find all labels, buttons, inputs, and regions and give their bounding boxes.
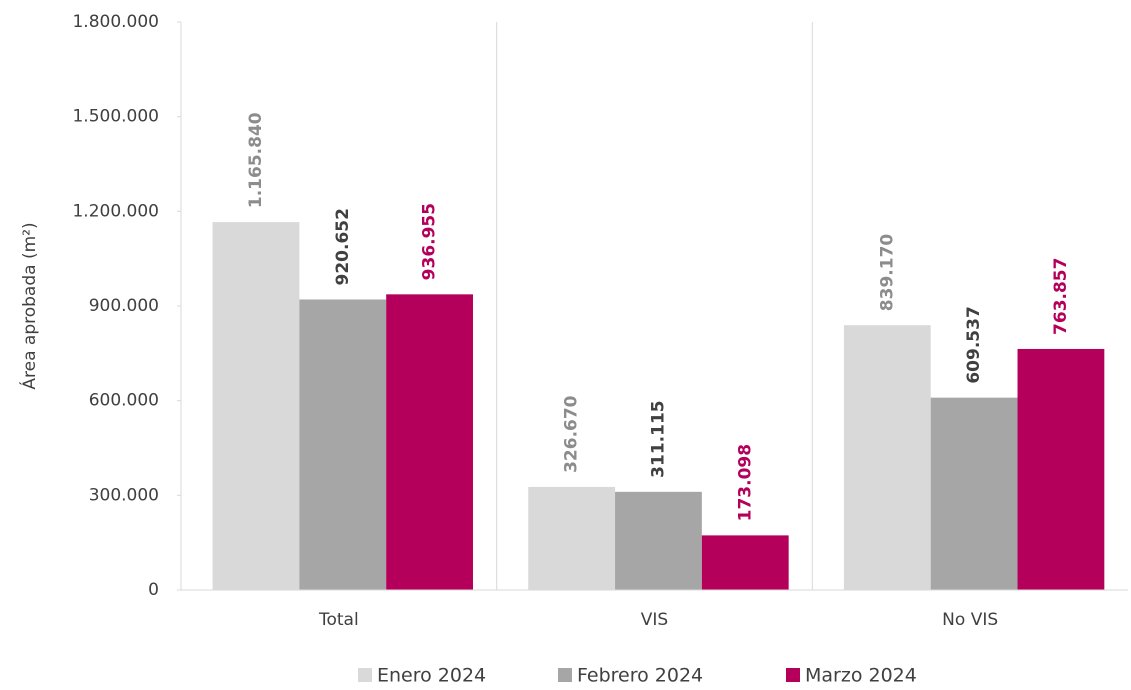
bar xyxy=(1017,348,1105,590)
bar xyxy=(212,222,300,590)
value-label: 609.537 xyxy=(964,306,984,383)
bar xyxy=(843,325,931,590)
value-label: 173.098 xyxy=(735,444,755,521)
bar xyxy=(701,535,789,590)
legend-swatch xyxy=(358,668,372,682)
legend-label: Marzo 2024 xyxy=(805,665,917,687)
legend-swatch xyxy=(786,668,800,682)
value-label: 326.670 xyxy=(562,395,582,473)
value-label: 920.652 xyxy=(333,208,353,285)
value-label: 763.857 xyxy=(1051,258,1071,335)
value-label: 311.115 xyxy=(648,400,668,477)
x-tick-label: Total xyxy=(318,610,359,630)
y-tick-label: 900.000 xyxy=(89,296,159,316)
y-tick-label: 1.200.000 xyxy=(72,201,159,221)
legend-label: Febrero 2024 xyxy=(577,665,703,687)
y-tick-label: 0 xyxy=(148,580,159,600)
bar xyxy=(299,299,387,590)
bar xyxy=(930,397,1018,590)
y-tick-label: 1.800.000 xyxy=(72,12,159,32)
value-label: 839.170 xyxy=(877,234,897,312)
y-tick-label: 1.500.000 xyxy=(72,107,159,127)
x-tick-label: No VIS xyxy=(942,610,998,630)
y-axis-label: Área aprobada (m²) xyxy=(18,222,40,389)
bar xyxy=(528,486,616,590)
legend-label: Enero 2024 xyxy=(377,665,486,687)
value-label: 1.165.840 xyxy=(246,112,266,208)
y-tick-label: 300.000 xyxy=(89,485,159,505)
bar xyxy=(615,491,702,590)
y-tick-label: 600.000 xyxy=(89,391,159,411)
value-label: 936.955 xyxy=(420,203,440,280)
x-tick-label: VIS xyxy=(641,610,668,630)
bar xyxy=(386,294,473,590)
legend-swatch xyxy=(558,668,572,682)
